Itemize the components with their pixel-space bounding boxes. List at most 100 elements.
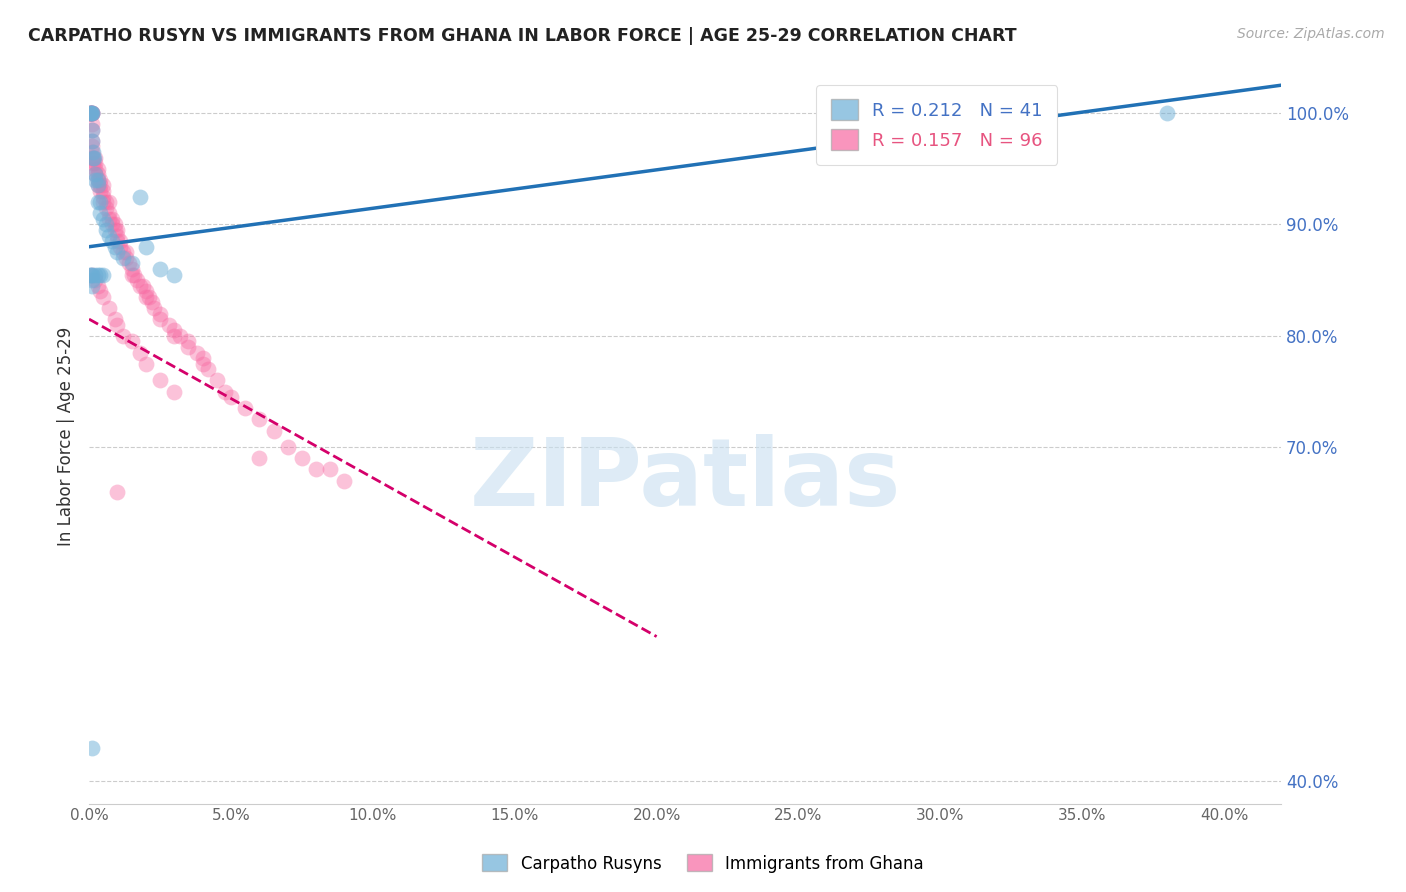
Point bbox=[86, 178, 108, 193]
Point bbox=[157, 318, 180, 332]
Point bbox=[86, 173, 108, 187]
Point bbox=[80, 134, 103, 148]
Point bbox=[89, 195, 111, 210]
Point bbox=[97, 211, 120, 226]
Point bbox=[115, 245, 138, 260]
Point bbox=[163, 384, 186, 399]
Point bbox=[80, 139, 103, 153]
Point bbox=[233, 401, 256, 416]
Point bbox=[94, 218, 117, 232]
Point bbox=[333, 474, 356, 488]
Point bbox=[319, 462, 342, 476]
Point bbox=[163, 328, 186, 343]
Point bbox=[80, 122, 103, 136]
Point bbox=[86, 178, 108, 193]
Point bbox=[83, 167, 105, 181]
Point bbox=[141, 295, 163, 310]
Point bbox=[80, 106, 103, 120]
Point bbox=[112, 251, 135, 265]
Point bbox=[129, 278, 152, 293]
Point bbox=[80, 106, 103, 120]
Point bbox=[89, 178, 111, 193]
Point bbox=[83, 156, 105, 170]
Point bbox=[149, 307, 172, 321]
Point bbox=[91, 178, 114, 193]
Point bbox=[149, 262, 172, 277]
Point bbox=[97, 195, 120, 210]
Point bbox=[263, 424, 285, 438]
Point bbox=[100, 211, 122, 226]
Point bbox=[177, 340, 200, 354]
Point bbox=[89, 184, 111, 198]
Point bbox=[86, 161, 108, 176]
Point bbox=[100, 218, 122, 232]
Point bbox=[89, 173, 111, 187]
Point bbox=[80, 740, 103, 755]
Point bbox=[91, 211, 114, 226]
Point bbox=[110, 234, 132, 248]
Point bbox=[118, 256, 141, 270]
Point bbox=[291, 451, 314, 466]
Point bbox=[205, 373, 228, 387]
Point bbox=[132, 278, 155, 293]
Point bbox=[80, 273, 103, 287]
Point bbox=[79, 106, 101, 120]
Point bbox=[214, 384, 236, 399]
Point bbox=[129, 189, 152, 203]
Point bbox=[121, 334, 143, 349]
Point bbox=[305, 462, 328, 476]
Point bbox=[219, 390, 242, 404]
Point bbox=[143, 301, 166, 315]
Point bbox=[121, 256, 143, 270]
Point bbox=[80, 122, 103, 136]
Point bbox=[86, 167, 108, 181]
Point bbox=[135, 357, 157, 371]
Point bbox=[104, 312, 127, 326]
Point bbox=[83, 268, 105, 282]
Point bbox=[127, 273, 149, 287]
Point bbox=[107, 223, 129, 237]
Point bbox=[80, 106, 103, 120]
Point bbox=[94, 201, 117, 215]
Point bbox=[80, 278, 103, 293]
Point bbox=[91, 195, 114, 210]
Point bbox=[247, 451, 270, 466]
Point bbox=[197, 362, 219, 376]
Point bbox=[186, 345, 208, 359]
Point bbox=[247, 412, 270, 426]
Point bbox=[83, 161, 105, 176]
Point bbox=[91, 189, 114, 203]
Point bbox=[80, 106, 103, 120]
Point bbox=[79, 106, 101, 120]
Point bbox=[80, 106, 103, 120]
Point bbox=[91, 268, 114, 282]
Point bbox=[97, 228, 120, 243]
Point bbox=[149, 312, 172, 326]
Point bbox=[79, 106, 101, 120]
Point bbox=[79, 268, 101, 282]
Point bbox=[83, 167, 105, 181]
Text: ZIPatlas: ZIPatlas bbox=[470, 434, 901, 526]
Point bbox=[94, 223, 117, 237]
Point bbox=[191, 351, 214, 365]
Point bbox=[80, 268, 103, 282]
Point bbox=[80, 151, 103, 165]
Point bbox=[135, 240, 157, 254]
Point bbox=[83, 151, 105, 165]
Point bbox=[80, 106, 103, 120]
Point bbox=[121, 268, 143, 282]
Point bbox=[80, 106, 103, 120]
Point bbox=[121, 262, 143, 277]
Point bbox=[107, 484, 129, 499]
Text: CARPATHO RUSYN VS IMMIGRANTS FROM GHANA IN LABOR FORCE | AGE 25-29 CORRELATION C: CARPATHO RUSYN VS IMMIGRANTS FROM GHANA … bbox=[28, 27, 1017, 45]
Point bbox=[169, 328, 191, 343]
Point bbox=[80, 106, 103, 120]
Point bbox=[104, 223, 127, 237]
Point bbox=[91, 184, 114, 198]
Point bbox=[124, 268, 146, 282]
Point bbox=[129, 345, 152, 359]
Point bbox=[82, 156, 104, 170]
Legend: R = 0.212   N = 41, R = 0.157   N = 96: R = 0.212 N = 41, R = 0.157 N = 96 bbox=[817, 85, 1057, 164]
Point bbox=[80, 268, 103, 282]
Legend: Carpatho Rusyns, Immigrants from Ghana: Carpatho Rusyns, Immigrants from Ghana bbox=[475, 847, 931, 880]
